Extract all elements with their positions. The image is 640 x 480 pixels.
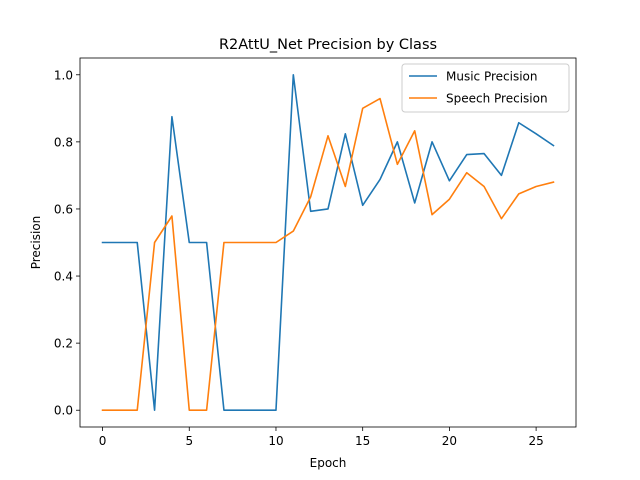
series-line-music (101, 73, 555, 412)
y-axis-title: Precision (29, 216, 43, 270)
legend: Music Precision Speech Precision (401, 63, 570, 113)
plot-frame (79, 57, 577, 428)
series-line-speech (101, 97, 555, 412)
y-tick-label: 0.6 (54, 202, 73, 216)
plot-area (79, 57, 577, 428)
x-tick-label: 5 (185, 434, 193, 448)
y-axis: 0.0 0.2 0.4 0.6 0.8 1.0 (54, 68, 80, 418)
y-tick-label: 0.8 (54, 135, 73, 149)
y-tick-label: 1.0 (54, 68, 73, 82)
x-tick-label: 15 (355, 434, 370, 448)
x-tick-label: 20 (442, 434, 457, 448)
y-tick-label: 0.0 (54, 404, 73, 418)
series-lines (101, 73, 555, 412)
x-tick-label: 0 (99, 434, 107, 448)
y-tick-label: 0.4 (54, 270, 73, 284)
legend-box (401, 63, 570, 113)
chart-title: R2AttU_Net Precision by Class (219, 37, 437, 53)
x-tick-label: 25 (528, 434, 543, 448)
x-axis-title: Epoch (310, 456, 347, 470)
legend-label-music: Music Precision (446, 70, 538, 84)
legend-label-speech: Speech Precision (446, 92, 548, 106)
x-axis: 0 5 10 15 20 25 (99, 427, 544, 448)
x-tick-label: 10 (268, 434, 283, 448)
y-tick-label: 0.2 (54, 337, 73, 351)
